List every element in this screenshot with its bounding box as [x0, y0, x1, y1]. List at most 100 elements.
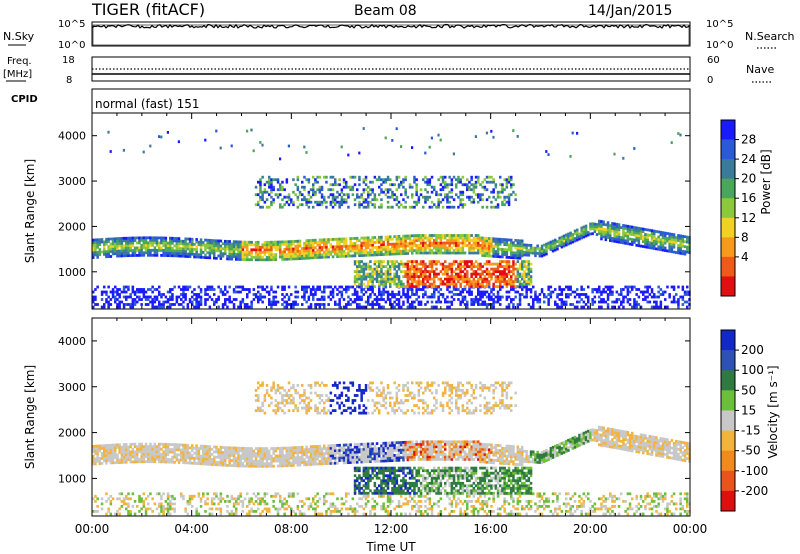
- power-cell: [549, 295, 553, 299]
- velocity-cell: [158, 455, 161, 459]
- power-cell: [457, 251, 460, 255]
- power-cell: [472, 282, 476, 286]
- power-cell: [305, 203, 308, 207]
- power-cell: [364, 253, 368, 257]
- power-cell: [492, 303, 495, 306]
- velocity-cell: [96, 497, 99, 501]
- power-cell: [479, 193, 482, 197]
- power-cell: [437, 241, 440, 245]
- velocity-cell: [140, 442, 143, 446]
- power-cell: [384, 238, 388, 241]
- power-cell: [290, 255, 293, 258]
- power-cell: [116, 244, 119, 248]
- power-cell: [184, 242, 187, 246]
- power-cell: [408, 277, 412, 281]
- power-cell: [499, 285, 502, 288]
- power-cell: [452, 282, 456, 286]
- power-cell: [521, 262, 524, 266]
- power-cell: [138, 236, 141, 240]
- power-cell: [213, 251, 216, 255]
- power-cell: [206, 238, 209, 242]
- power-cell: [360, 236, 363, 240]
- power-cell: [591, 224, 594, 228]
- power-cell: [169, 244, 172, 248]
- power-cell: [217, 305, 220, 309]
- velocity-cell: [184, 446, 187, 450]
- power-cell: [477, 272, 480, 276]
- velocity-cell: [140, 460, 143, 464]
- power-cell: [681, 295, 685, 299]
- velocity-cell: [248, 454, 251, 458]
- power-cell: [202, 256, 205, 259]
- power-cell: [393, 305, 396, 309]
- power-cell: [507, 238, 511, 242]
- power-cell: [490, 190, 493, 194]
- power-cell: [670, 237, 674, 241]
- power-cell: [525, 265, 528, 268]
- power-cell: [551, 249, 555, 253]
- velocity-cell: [195, 454, 198, 458]
- power-cell: [433, 305, 436, 309]
- power-cell: [503, 250, 506, 254]
- power-cell: [213, 254, 216, 257]
- velocity-cell: [162, 460, 165, 464]
- power-cell: [525, 251, 528, 254]
- power-cell: [127, 236, 130, 240]
- velocity-cell: [169, 507, 172, 511]
- power-cell: [92, 253, 95, 257]
- power-cell: [217, 247, 220, 250]
- power-cell: [395, 237, 399, 241]
- power-cell: [472, 244, 476, 247]
- velocity-cell: [129, 450, 132, 454]
- power-cell: [404, 272, 407, 276]
- power-cell: [422, 288, 425, 291]
- power-cell: [591, 290, 594, 294]
- power-cell: [373, 198, 377, 202]
- power-cell: [118, 237, 121, 240]
- power-cell: [268, 298, 271, 301]
- power-cell: [402, 282, 405, 286]
- power-cell: [213, 293, 216, 296]
- power-cell: [375, 298, 379, 301]
- power-cell: [272, 253, 275, 257]
- power-cell: [336, 195, 339, 199]
- power-cell: [391, 303, 394, 306]
- power-cell: [182, 252, 185, 256]
- power-cell: [142, 150, 145, 154]
- power-cell: [428, 272, 432, 276]
- velocity-cell: [144, 447, 148, 451]
- velocity-cell: [136, 460, 139, 464]
- power-cell: [208, 305, 212, 309]
- power-cell: [395, 235, 399, 238]
- power-cell: [296, 249, 300, 253]
- power-cell: [276, 245, 280, 249]
- power-cell: [131, 298, 135, 301]
- power-cell: [349, 242, 352, 245]
- velocity-cell: [136, 450, 139, 454]
- power-cell: [248, 240, 251, 244]
- power-cell: [382, 277, 385, 281]
- power-cell: [547, 300, 550, 304]
- power-cell: [314, 238, 317, 242]
- power-cell: [391, 245, 394, 248]
- power-cell: [261, 295, 264, 299]
- power-cell: [301, 295, 304, 299]
- power-cell: [501, 188, 504, 192]
- power-cell: [116, 303, 119, 306]
- power-cell: [397, 285, 401, 288]
- power-cell: [633, 241, 636, 244]
- power-cell: [166, 254, 170, 257]
- power-cell: [670, 240, 674, 244]
- power-cell: [312, 298, 315, 301]
- power-cell: [446, 195, 449, 199]
- power-cell: [485, 254, 489, 258]
- power-cell: [584, 293, 588, 296]
- power-cell: [342, 298, 346, 301]
- power-cell: [565, 295, 568, 299]
- velocity-cell: [118, 448, 121, 452]
- power-cell: [254, 185, 258, 189]
- velocity-cell: [239, 464, 242, 468]
- power-cell: [184, 250, 187, 253]
- power-cell: [558, 298, 561, 301]
- power-cell: [450, 290, 454, 294]
